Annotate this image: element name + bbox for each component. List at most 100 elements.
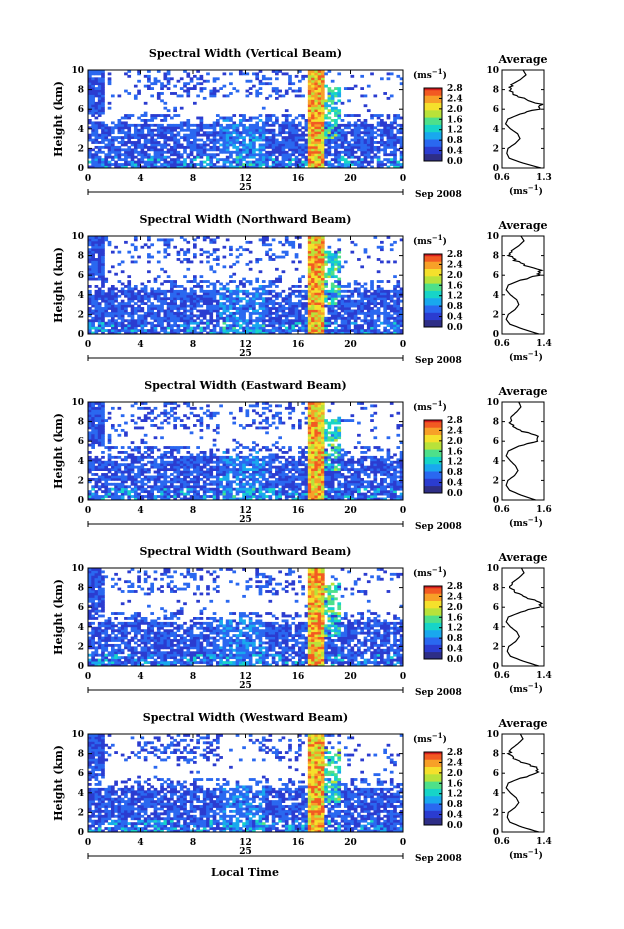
heatmap-cell [252,163,256,166]
heatmap-cell [363,153,368,157]
heatmap-cell [186,463,191,467]
colorbar-segment [424,95,442,98]
heatmap-cell [396,114,401,117]
heatmap-cell [324,253,328,256]
heatmap-cell [265,116,269,120]
heatmap-cell [301,304,305,308]
heatmap-cell [114,477,118,481]
heatmap-cell [298,94,302,98]
heatmap-cell [291,245,296,249]
heatmap-cell [110,302,115,305]
heatmap-cell [143,155,148,159]
heatmap-cell [209,126,214,130]
heatmap-cell [307,282,312,286]
heatmap-cell [265,309,269,313]
heatmap-cell [304,145,309,149]
colorbar-segment [424,126,442,129]
panel-2: Spectral Width (Northward Beam)0246810He… [52,213,552,366]
heatmap-cell [317,150,322,154]
heatmap-cell [176,123,181,127]
heatmap-cell [173,460,177,464]
heatmap-cell [101,307,105,310]
heatmap-cell [150,497,155,501]
heatmap-cell [173,416,177,420]
heatmap-cell [101,236,105,239]
heatmap-cell [110,163,115,166]
heatmap-cell [307,289,312,293]
heatmap-cell [330,304,335,308]
heatmap-cell [120,153,125,157]
heatmap-cell [311,240,315,244]
heatmap-cell [212,126,217,130]
heatmap-cell [245,280,250,283]
heatmap-cell [206,155,210,159]
heatmap-cell [229,82,233,86]
heatmap-cell [94,460,99,464]
heatmap-cell [173,468,177,471]
heatmap-cell [399,324,404,328]
heatmap-cell [275,329,279,332]
heatmap-cell [278,280,282,283]
heatmap-cell [88,463,92,467]
heatmap-cell [337,158,342,162]
heatmap-cell [199,143,204,147]
heatmap-cell [193,468,197,471]
heatmap-cell [268,255,273,259]
heatmap-cell [307,163,312,166]
heatmap-cell [301,321,305,325]
heatmap-cell [317,94,322,98]
heatmap-cell [311,79,315,83]
heatmap-cell [383,316,387,320]
heatmap-cell [275,145,279,149]
colorbar-segment [424,317,442,321]
heatmap-cell [376,116,381,120]
heatmap-cell [278,143,282,147]
heatmap-cell [376,307,381,310]
heatmap-cell [179,121,184,125]
heatmap-cell [166,411,171,415]
heatmap-cell [160,453,164,457]
heatmap-cell [376,163,381,166]
heatmap-cell [337,316,342,320]
heatmap-cell [337,94,342,98]
heatmap-cell [265,138,269,142]
heatmap-cell [238,331,243,335]
heatmap-cell [133,309,138,313]
heatmap-cell [357,299,361,303]
heatmap-cell [186,92,191,95]
heatmap-cell [183,299,187,303]
heatmap-cell [281,114,286,117]
heatmap-cell [170,160,174,164]
heatmap-cell [156,79,161,83]
heatmap-cell [222,316,227,320]
heatmap-cell [307,326,312,330]
heatmap-cell [311,321,315,325]
heatmap-cell [357,119,361,122]
heatmap-cell [124,121,128,125]
heatmap-cell [366,141,371,144]
heatmap-cell [278,141,282,144]
heatmap-cell [97,477,102,481]
heatmap-cell [265,324,269,328]
heatmap-cell [186,485,191,489]
heatmap-cell [225,309,230,313]
heatmap-cell [153,163,158,166]
heatmap-cell [343,141,348,144]
heatmap-cell [107,411,112,415]
heatmap-cell [127,492,132,496]
heatmap-cell [357,316,361,320]
heatmap-cell [91,92,95,95]
heatmap-cell [153,138,158,142]
heatmap-cell [314,160,319,164]
heatmap-cell [307,106,312,110]
heatmap-cell [209,311,214,315]
heatmap-cell [137,143,141,147]
heatmap-cell [110,141,115,144]
heatmap-cell [156,289,161,293]
y-tick-label: 4 [78,291,84,301]
heatmap-cell [150,492,155,496]
heatmap-cell [206,123,210,127]
heatmap-cell [88,326,92,330]
heatmap-cell [137,495,141,498]
heatmap-cell [229,119,233,122]
